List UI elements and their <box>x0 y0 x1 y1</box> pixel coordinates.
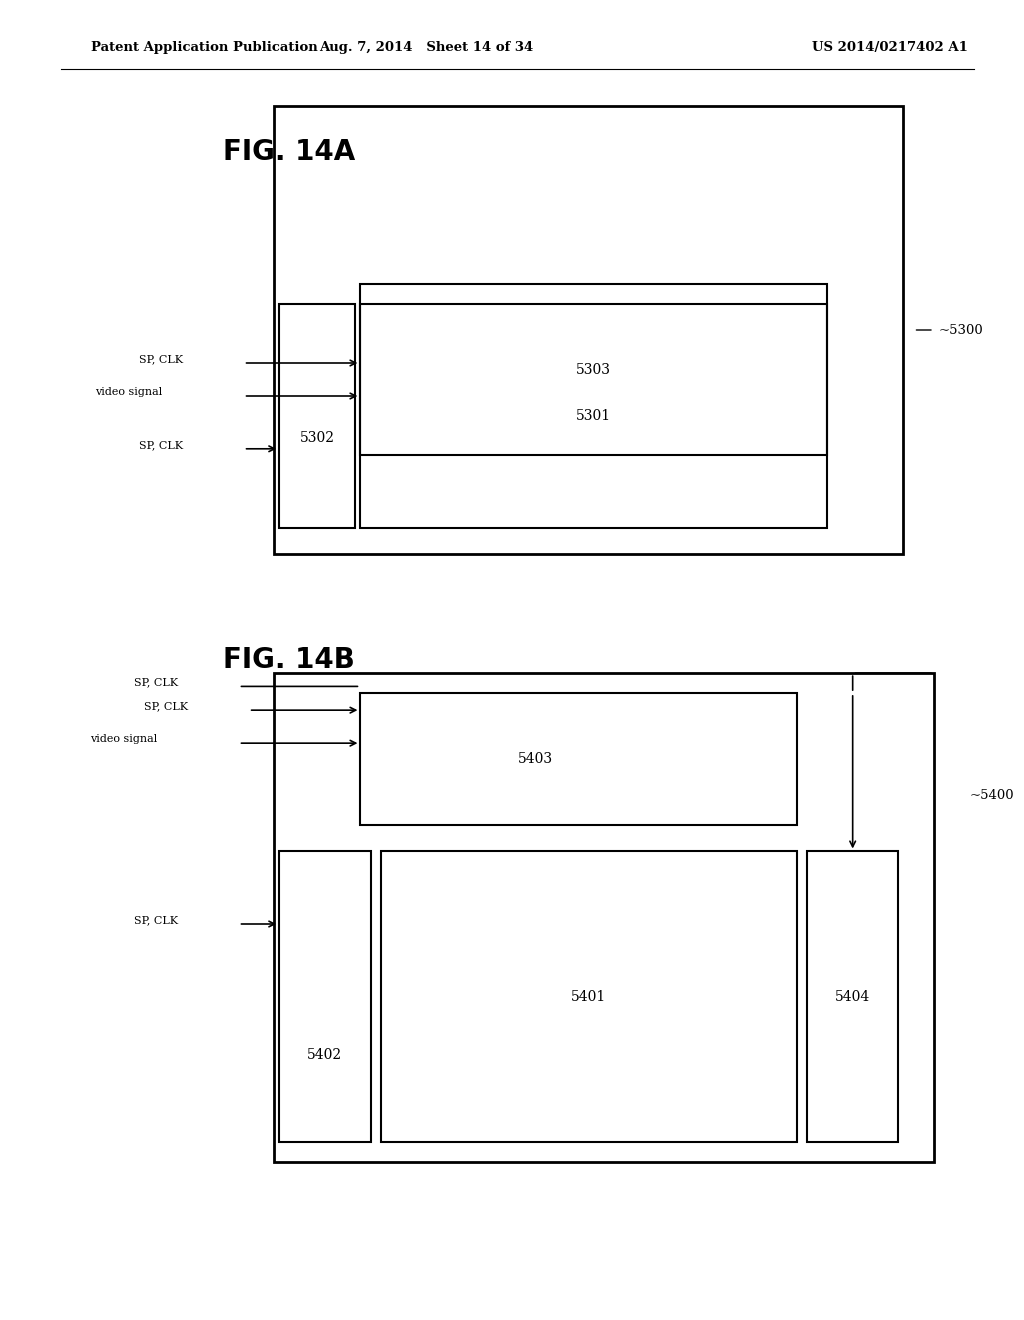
Text: SP, CLK: SP, CLK <box>138 440 182 450</box>
Text: video signal: video signal <box>95 387 163 397</box>
Text: SP, CLK: SP, CLK <box>143 701 187 711</box>
Text: ~5300: ~5300 <box>939 323 984 337</box>
Text: 5301: 5301 <box>577 409 611 422</box>
Text: 5303: 5303 <box>577 363 611 376</box>
Text: 5402: 5402 <box>307 1048 342 1061</box>
Text: US 2014/0217402 A1: US 2014/0217402 A1 <box>812 41 968 54</box>
Text: 5401: 5401 <box>571 990 606 1003</box>
Text: FIG. 14A: FIG. 14A <box>223 137 355 166</box>
Text: 5404: 5404 <box>835 990 870 1003</box>
Text: ~5400: ~5400 <box>970 789 1014 801</box>
Text: video signal: video signal <box>90 734 158 744</box>
Text: 5403: 5403 <box>517 752 553 766</box>
Text: 5302: 5302 <box>300 432 335 445</box>
Text: SP, CLK: SP, CLK <box>133 915 177 925</box>
Text: Patent Application Publication: Patent Application Publication <box>91 41 318 54</box>
Text: Aug. 7, 2014   Sheet 14 of 34: Aug. 7, 2014 Sheet 14 of 34 <box>319 41 534 54</box>
Text: SP, CLK: SP, CLK <box>138 354 182 364</box>
Text: SP, CLK: SP, CLK <box>133 677 177 688</box>
Text: FIG. 14B: FIG. 14B <box>223 645 355 675</box>
